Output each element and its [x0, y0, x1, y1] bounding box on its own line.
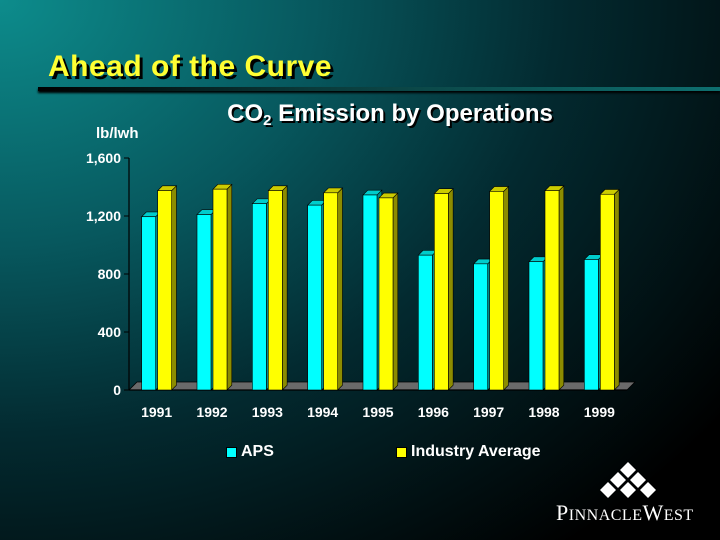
y-tick-label: 400: [98, 324, 122, 340]
x-tick-label: 1994: [307, 404, 338, 420]
y-tick-label: 0: [113, 382, 121, 398]
x-tick-label: 1997: [473, 404, 504, 420]
bar-industry-average-1997: [488, 185, 510, 391]
logo-letter-p: P: [556, 500, 569, 525]
legend-item-industry-average: Industry Average: [396, 443, 541, 461]
y-axis-unit-label: lb/lwh: [96, 125, 139, 142]
chart-title: CO2 Emission by Operations: [0, 100, 720, 129]
bar-industry-average-1992: [212, 183, 233, 391]
bar-industry-average-1999: [599, 188, 620, 391]
legend-label-aps: APS: [241, 443, 274, 460]
chart-title-co: CO: [227, 100, 264, 127]
title-divider: [38, 87, 720, 91]
bar-industry-average-1993: [267, 185, 288, 391]
logo-text-innacle: INNACLE: [568, 507, 643, 524]
x-tick-label: 1995: [362, 404, 393, 420]
y-tick-label: 1,600: [86, 150, 121, 166]
legend-label-industry-average: Industry Average: [411, 443, 541, 460]
pinnacle-west-logo-icon: [600, 462, 656, 498]
x-tick-label: 1998: [528, 404, 559, 420]
bar-industry-average-1994: [322, 187, 344, 391]
legend-item-aps: APS: [226, 443, 274, 461]
legend-swatch-industry-average: [396, 446, 407, 458]
logo-letter-w: W: [642, 500, 664, 525]
y-tick-label: 800: [98, 266, 122, 282]
y-tick-label: 1,200: [86, 208, 121, 224]
logo-wordmark: PINNACLEWEST: [556, 500, 694, 526]
logo-text-est: EST: [663, 507, 694, 524]
x-tick-label: 1996: [418, 404, 449, 420]
slide-title: Ahead of the Curve: [48, 50, 333, 83]
x-tick-label: 1991: [141, 404, 172, 420]
x-tick-label: 1993: [252, 404, 283, 420]
legend-swatch-aps: [226, 446, 237, 458]
x-tick-label: 1992: [196, 404, 227, 420]
bar-industry-average-1996: [433, 188, 454, 391]
chart-title-subscript: 2: [263, 112, 272, 129]
bar-industry-average-1995: [378, 192, 399, 391]
bar-industry-average-1998: [544, 185, 565, 391]
bar-industry-average-1991: [156, 185, 178, 391]
chart-title-rest: Emission by Operations: [271, 100, 553, 127]
x-tick-label: 1999: [584, 404, 615, 420]
